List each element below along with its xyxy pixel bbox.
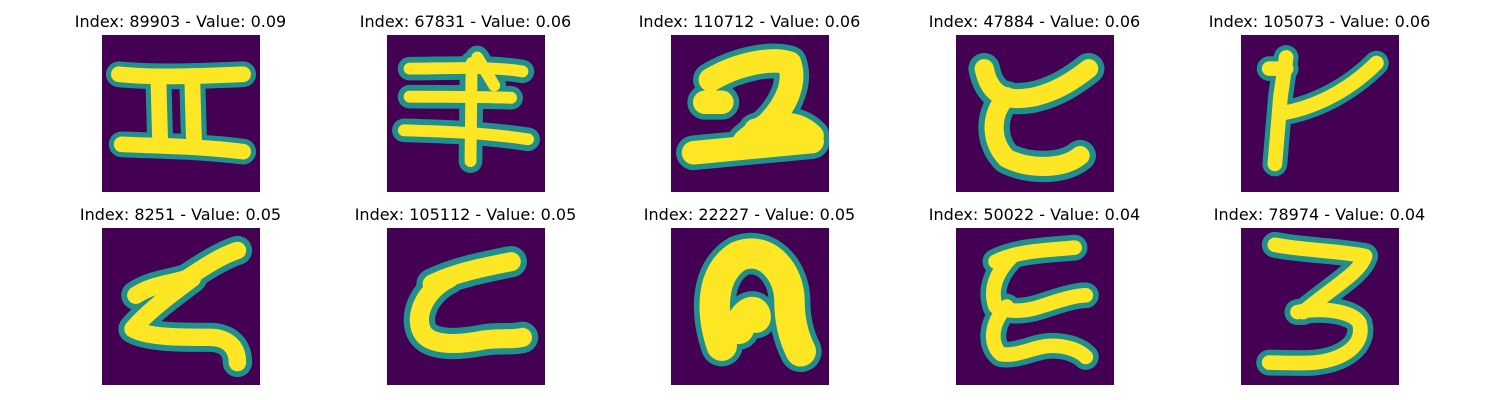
sample-cell: Index: 105112 - Value: 0.05 (323, 204, 608, 384)
three-shape-icon (1269, 245, 1365, 363)
c-shape-icon (984, 69, 1088, 167)
sample-title: Index: 22227 - Value: 0.05 (607, 204, 892, 226)
glyph-image (387, 35, 545, 192)
glyph-image (1241, 35, 1399, 192)
glyph-image (671, 228, 829, 385)
sample-title: Index: 105112 - Value: 0.05 (323, 204, 608, 226)
sample-cell: Index: 22227 - Value: 0.05 (607, 204, 892, 384)
glyph-image (1241, 228, 1399, 385)
zigzag-z-icon (133, 250, 237, 362)
sample-cell: Index: 47884 - Value: 0.06 (892, 11, 1177, 191)
sample-cell: Index: 89903 - Value: 0.09 (38, 11, 323, 191)
glyph-image (102, 228, 260, 385)
sample-title: Index: 47884 - Value: 0.06 (892, 11, 1177, 33)
glyph-image (387, 228, 545, 385)
sample-title: Index: 105073 - Value: 0.06 (1177, 11, 1462, 33)
sample-cell: Index: 105073 - Value: 0.06 (1177, 11, 1462, 191)
y-shape-icon (1269, 57, 1376, 164)
double-cross-icon (404, 57, 528, 161)
sample-cell: Index: 110712 - Value: 0.06 (607, 11, 892, 191)
sample-cell: Index: 8251 - Value: 0.05 (38, 204, 323, 384)
glyph-image (102, 35, 260, 192)
glyph-image (956, 35, 1114, 192)
sample-cell: Index: 67831 - Value: 0.06 (323, 11, 608, 191)
glyph-image (671, 35, 829, 192)
arch-shape-icon (715, 254, 801, 352)
H-shape-icon (119, 74, 243, 151)
e-shape-icon (993, 248, 1086, 357)
sample-title: Index: 50022 - Value: 0.04 (892, 204, 1177, 226)
glyph-image (956, 228, 1114, 385)
sample-title: Index: 89903 - Value: 0.09 (38, 11, 323, 33)
z-shape-icon (694, 61, 813, 153)
sample-cell: Index: 50022 - Value: 0.04 (892, 204, 1177, 384)
c-open-icon (419, 262, 522, 344)
sample-title: Index: 67831 - Value: 0.06 (323, 11, 608, 33)
sample-title: Index: 78974 - Value: 0.04 (1177, 204, 1462, 226)
sample-cell: Index: 78974 - Value: 0.04 (1177, 204, 1462, 384)
sample-title: Index: 8251 - Value: 0.05 (38, 204, 323, 226)
sample-title: Index: 110712 - Value: 0.06 (607, 11, 892, 33)
